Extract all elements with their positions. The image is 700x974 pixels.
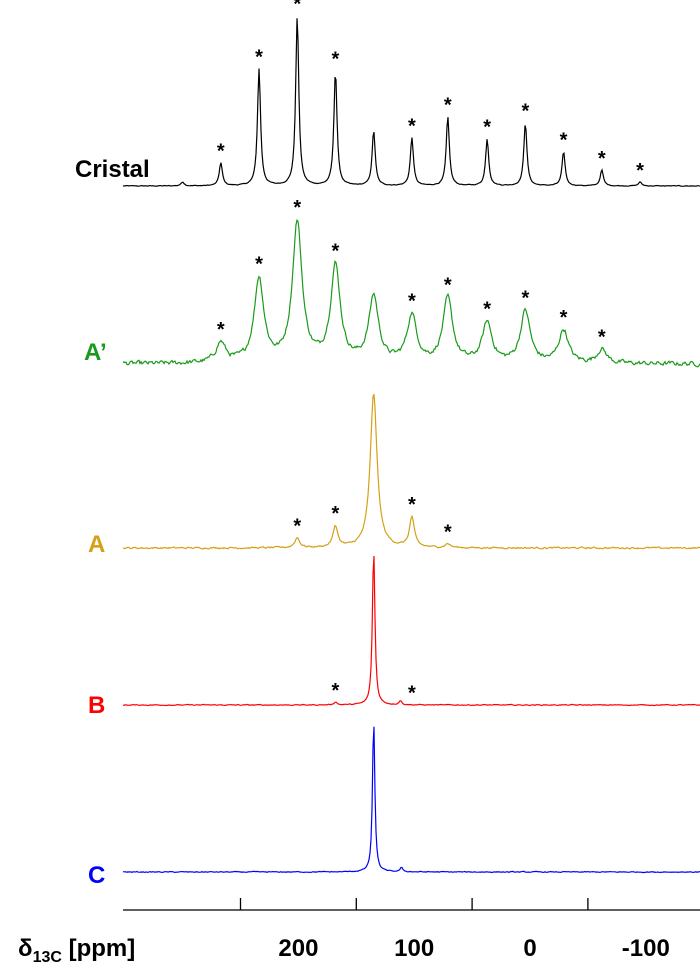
sideband-star: * [217, 319, 225, 341]
spectrum-line [122, 726, 700, 874]
spectrum-5: C [88, 726, 700, 889]
sideband-star: * [598, 327, 606, 349]
sideband-star: * [408, 116, 416, 138]
x-tick-label: 200 [278, 935, 318, 962]
sideband-star: * [255, 253, 263, 275]
sideband-star: * [598, 148, 606, 170]
sideband-star: * [560, 130, 568, 152]
spectrum-line [122, 393, 700, 550]
sideband-star: * [483, 117, 491, 139]
series-label: C [88, 862, 105, 889]
spectrum-line [122, 555, 700, 707]
series-label: Cristal [75, 156, 150, 183]
sideband-star: * [521, 287, 529, 309]
sideband-star: * [444, 95, 452, 117]
sideband-star: * [293, 0, 301, 15]
x-axis: 200 100 0 -100 δ13C [ppm] [18, 898, 700, 966]
sideband-star: * [444, 521, 452, 543]
x-tick-label: 0 [523, 935, 536, 962]
sideband-star: * [444, 275, 452, 297]
series-label: B [88, 692, 105, 719]
sideband-star: * [293, 515, 301, 537]
spectra-group: * * * * * * * * * * * Cristal * * * * * * * * * * A’ * * * * A * * B C [75, 0, 700, 889]
sideband-star: * [408, 290, 416, 312]
spectrum-4: * * B [88, 555, 700, 719]
sideband-star: * [217, 141, 225, 163]
spectrum-3: * * * * A [88, 393, 700, 558]
x-tick-label: -100 [622, 935, 670, 962]
x-axis-title: δ13C [ppm] [18, 935, 135, 966]
sideband-star: * [560, 307, 568, 329]
sideband-star: * [408, 494, 416, 516]
sideband-star: * [332, 240, 340, 262]
spectrum-line [122, 218, 700, 368]
sideband-star: * [332, 48, 340, 70]
sideband-star: * [483, 298, 491, 320]
spectrum-2: * * * * * * * * * * A’ [84, 197, 700, 368]
sideband-star: * [255, 46, 263, 68]
series-label: A’ [84, 339, 107, 366]
series-label: A [88, 531, 105, 558]
x-axis-ticks: 200 100 0 -100 [239, 898, 670, 962]
spectrum-line [122, 18, 700, 187]
sideband-star: * [636, 160, 644, 182]
x-tick-label: 100 [394, 935, 434, 962]
sideband-star: * [332, 503, 340, 525]
sideband-star: * [332, 680, 340, 702]
sideband-star: * [521, 101, 529, 123]
sideband-star: * [293, 197, 301, 219]
sideband-star: * [408, 683, 416, 705]
spectrum-1: * * * * * * * * * * * Cristal [75, 0, 700, 187]
